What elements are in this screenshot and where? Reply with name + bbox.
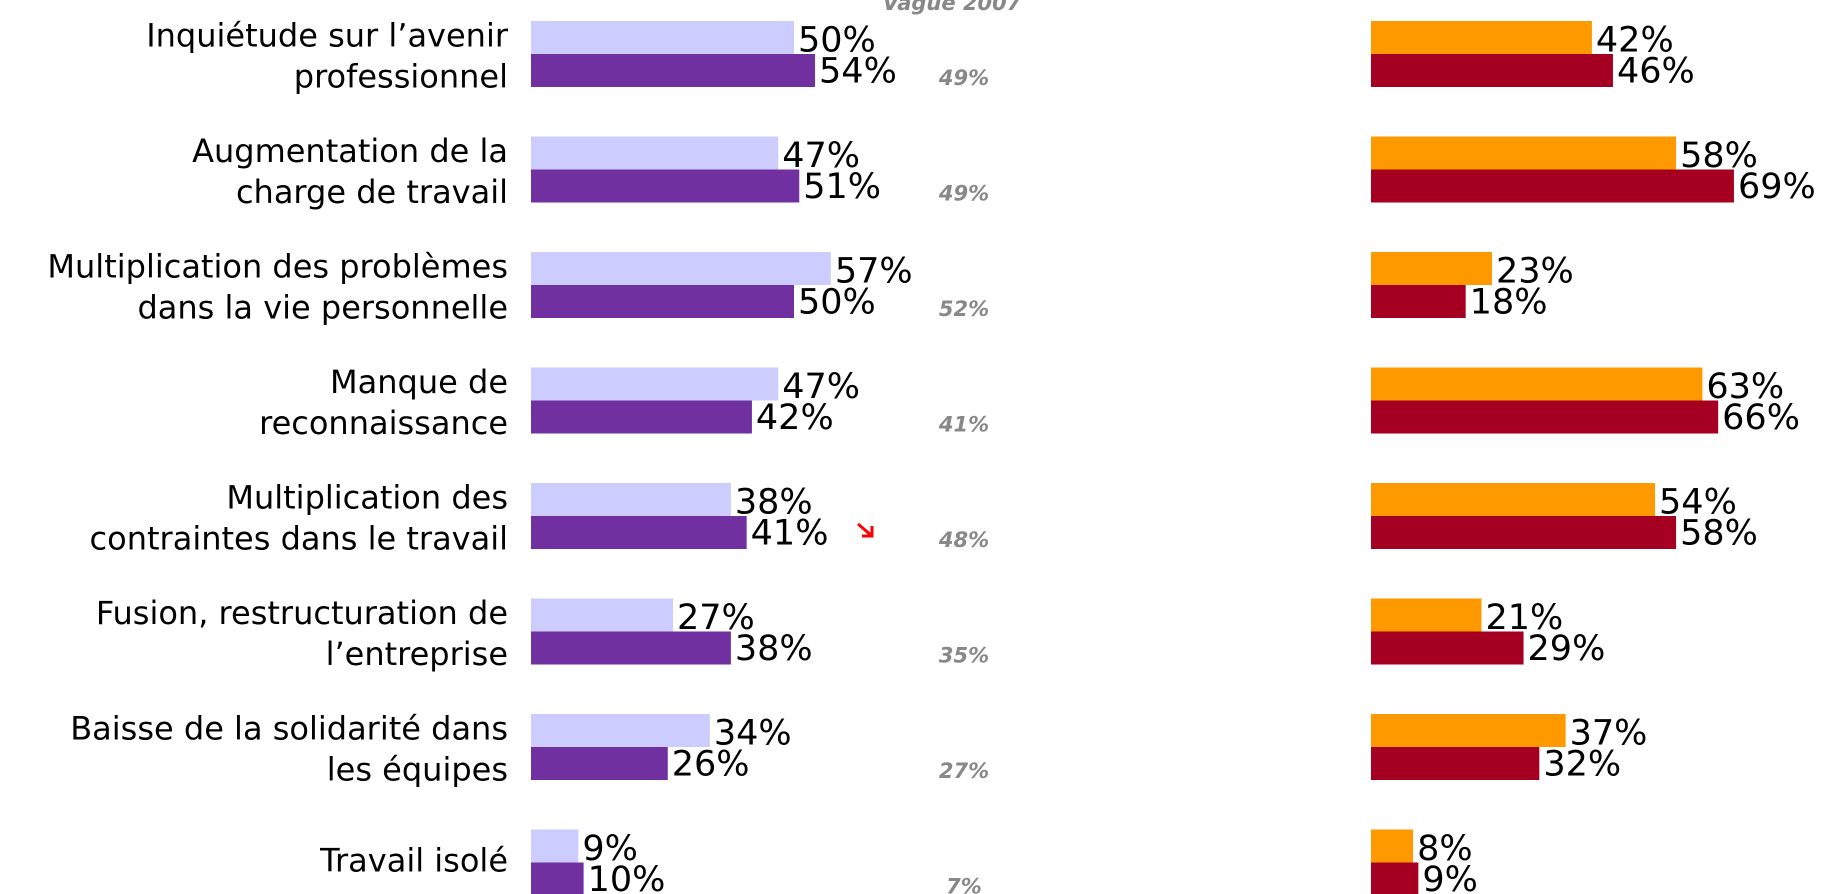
bar [1371,483,1656,516]
bar [531,136,779,170]
value-label: 47% [782,136,860,176]
category-label: Multiplication des [226,479,508,517]
value-label: 54% [1659,483,1737,523]
bar [1371,631,1524,665]
category-label: Augmentation de la [192,132,508,170]
category-label: les équipes [327,751,508,789]
bar [531,400,752,434]
value-label: 32% [1543,745,1621,785]
bar [1371,747,1540,780]
bar [531,516,747,549]
bar [1371,21,1592,54]
bar [1371,54,1613,87]
category-label: Manque de [330,363,508,401]
bar [1371,169,1734,203]
bar [531,54,816,87]
reference-value: 48% [938,528,989,552]
value-label: 51% [803,167,881,207]
value-label: 37% [1570,714,1648,754]
bar [531,285,794,318]
bar [531,829,579,863]
category-label: contraintes dans le travail [90,520,508,558]
bar [531,714,710,747]
value-label: 57% [835,252,913,292]
value-label: 18% [1470,283,1548,323]
category-label: Baisse de la solidarité dans [70,710,508,748]
bar [1371,136,1677,170]
value-label: 21% [1485,598,1563,638]
value-label: 58% [1680,514,1758,554]
value-label: 50% [798,283,876,323]
category-label: charge de travail [236,173,508,211]
category-label: Multiplication des problèmes [47,248,508,286]
bar [531,483,731,516]
category-label: l’entreprise [326,635,508,673]
reference-value: 52% [939,297,989,321]
bar [1371,285,1466,318]
value-label: 26% [672,745,750,785]
value-label: 46% [1617,52,1695,92]
category-label: Fusion, restructuration de [96,594,508,632]
value-label: 50% [798,21,876,61]
value-label: 42% [1596,21,1674,61]
value-label: 27% [677,598,755,638]
value-label: 63% [1706,367,1784,407]
bar [1371,714,1566,747]
value-label: 41% [751,514,829,554]
category-label: dans la vie personnelle [137,289,508,327]
value-label: 38% [735,629,813,669]
reference-value: 7% [946,875,982,894]
value-label: 42% [756,398,834,438]
bar [531,598,674,632]
reference-value: 49% [938,182,989,206]
value-label: 9% [582,829,638,869]
reference-value: 49% [938,66,989,90]
bar [1371,252,1492,285]
reference-header: Vague 2007 [883,0,1022,15]
value-label: 47% [782,367,860,407]
category-label: reconnaissance [259,404,508,442]
value-label: 29% [1528,629,1606,669]
value-label: 9% [1422,860,1478,894]
value-label: 8% [1417,829,1473,869]
bar [531,169,800,203]
category-label: professionnel [294,58,508,96]
category-label: Travail isolé [319,842,508,880]
bar [531,21,794,54]
reference-value: 35% [939,644,989,668]
bar [531,747,668,780]
bar [531,367,779,401]
value-label: 34% [714,714,792,754]
reference-value: 27% [939,759,989,783]
value-label: 66% [1722,398,1800,438]
value-label: 69% [1738,167,1816,207]
bar [531,252,831,285]
value-label: 38% [735,483,813,523]
bar [531,862,584,894]
bar [1371,367,1703,401]
bar [1371,516,1677,549]
value-label: 10% [588,860,666,894]
value-label: 54% [819,52,897,92]
bar [1371,400,1719,434]
bar [1371,598,1482,632]
category-label: Inquiétude sur l’avenir [146,17,509,55]
bar [1371,862,1419,894]
trend-arrow [857,522,874,538]
bar [1371,829,1414,863]
reference-value: 41% [938,413,989,437]
value-label: 58% [1680,136,1758,176]
value-label: 23% [1496,252,1574,292]
bar [531,631,731,665]
